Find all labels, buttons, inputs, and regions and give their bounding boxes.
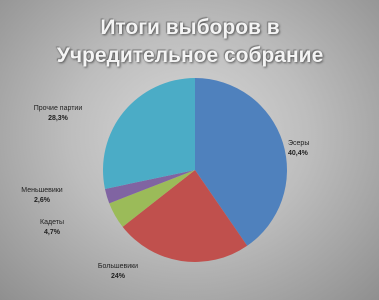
- slice-label: Эсеры: [288, 140, 309, 147]
- slice-label: Кадеты: [40, 219, 64, 226]
- slice-value: 40,4%: [288, 150, 309, 157]
- slice-value: 24%: [111, 273, 126, 280]
- slice-label: Прочие партии: [34, 105, 83, 112]
- slide: Эсеры 40,4% Большевики 24% Кадеты 4,7% Меньшев…: [0, 0, 379, 300]
- slice-value: 2,6%: [34, 197, 51, 204]
- pie-slice: [103, 78, 195, 189]
- slice-label: Большевики: [98, 263, 138, 270]
- chart-title: Итоги выборов в Учредительное собрание: [50, 14, 330, 70]
- slice-value: 4,7%: [44, 229, 61, 236]
- slice-label: Меньшевики: [21, 187, 63, 194]
- slice-value: 28,3%: [48, 115, 69, 122]
